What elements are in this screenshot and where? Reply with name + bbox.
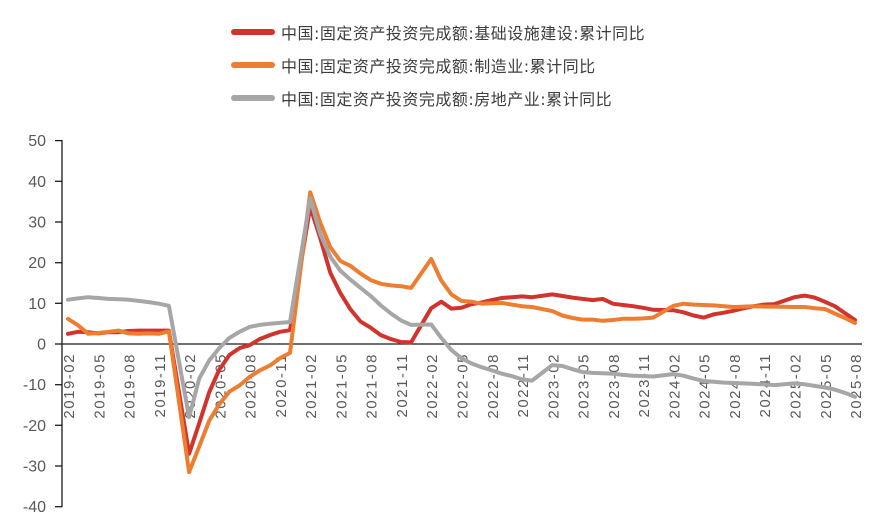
x-tick-label: 2025-08 bbox=[848, 353, 865, 419]
legend-item-real-estate: 中国:固定资产投资完成额:房地产业:累计同比 bbox=[231, 87, 645, 109]
x-tick-label: 2023-08 bbox=[606, 353, 623, 419]
y-tick-label: 20 bbox=[28, 255, 46, 272]
y-tick-label: 0 bbox=[37, 337, 46, 354]
x-tick-label: 2020-11 bbox=[273, 353, 290, 417]
x-tick-label: 2024-05 bbox=[697, 353, 714, 419]
x-tick-label: 2023-02 bbox=[545, 353, 562, 419]
legend: 中国:固定资产投资完成额:基础设施建设:累计同比 中国:固定资产投资完成额:制造… bbox=[231, 21, 645, 109]
legend-label-real-estate: 中国:固定资产投资完成额:房地产业:累计同比 bbox=[281, 90, 613, 109]
y-tick-label: 40 bbox=[28, 174, 46, 191]
legend-item-manufacturing: 中国:固定资产投资完成额:制造业:累计同比 bbox=[231, 54, 645, 76]
x-tick-label: 2021-02 bbox=[303, 353, 320, 419]
y-tick-label: -30 bbox=[23, 459, 46, 476]
series-line-real-estate bbox=[66, 196, 857, 420]
legend-item-infrastructure: 中国:固定资产投资完成额:基础设施建设:累计同比 bbox=[231, 21, 645, 43]
series-line-manufacturing bbox=[66, 190, 857, 475]
x-tick-label: 2019-02 bbox=[61, 353, 78, 419]
x-tick-label: 2025-02 bbox=[788, 353, 805, 419]
x-tick-label: 2021-11 bbox=[394, 353, 411, 417]
x-tick-label: 2019-05 bbox=[91, 353, 108, 419]
x-tick-label: 2019-08 bbox=[122, 353, 139, 419]
x-tick-label: 2020-05 bbox=[212, 353, 229, 419]
legend-swatch-infrastructure bbox=[231, 29, 275, 35]
y-tick-label: -20 bbox=[23, 418, 46, 435]
legend-swatch-real-estate bbox=[231, 95, 275, 101]
y-tick-label: 10 bbox=[28, 296, 46, 313]
x-tick-label: 2023-11 bbox=[636, 353, 653, 417]
legend-label-manufacturing: 中国:固定资产投资完成额:制造业:累计同比 bbox=[281, 57, 596, 76]
x-tick-label: 2022-11 bbox=[515, 353, 532, 417]
x-tick-label: 2020-08 bbox=[243, 353, 260, 419]
series-line-infrastructure bbox=[66, 204, 857, 456]
x-tick-label: 2021-05 bbox=[333, 353, 350, 419]
x-tick-label: 2024-02 bbox=[666, 353, 683, 419]
legend-label-infrastructure: 中国:固定资产投资完成额:基础设施建设:累计同比 bbox=[281, 24, 646, 43]
y-tick-label: -40 bbox=[23, 499, 46, 516]
x-tick-label: 2024-08 bbox=[727, 353, 744, 419]
x-tick-label: 2019-11 bbox=[152, 353, 169, 417]
legend-swatch-manufacturing bbox=[231, 62, 275, 68]
y-tick-label: 50 bbox=[28, 133, 46, 150]
y-tick-label: 30 bbox=[28, 215, 46, 232]
x-tick-label: 2022-05 bbox=[455, 353, 472, 419]
x-tick-label: 2021-08 bbox=[364, 353, 381, 419]
x-tick-label: 2023-05 bbox=[576, 353, 593, 419]
x-tick-label: 2022-02 bbox=[424, 353, 441, 419]
x-tick-label: 2022-08 bbox=[485, 353, 502, 419]
y-tick-label: -10 bbox=[23, 377, 46, 394]
